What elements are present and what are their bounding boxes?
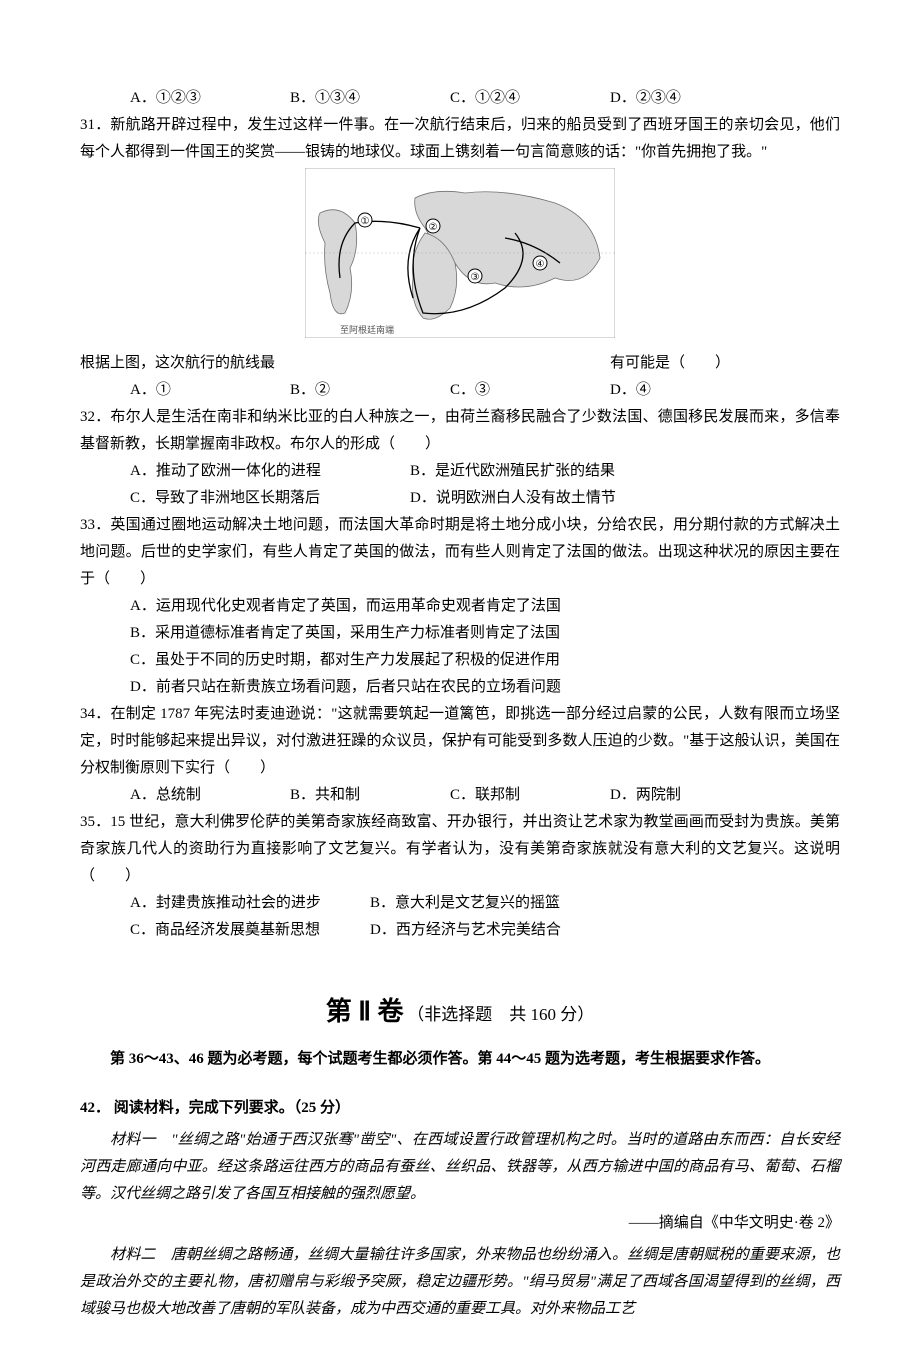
q34-opt-d: D．两院制: [610, 782, 770, 809]
q32-options: A．推动了欧洲一体化的进程 B．是近代欧洲殖民扩张的结果 C．导致了非洲地区长期…: [80, 458, 840, 512]
svg-text:③: ③: [471, 272, 480, 283]
q34-opt-b: B．共和制: [290, 782, 450, 809]
q32-opt-b: B．是近代欧洲殖民扩张的结果: [410, 458, 615, 485]
q33-opt-a: A．运用现代化史观者肯定了英国，而运用革命史观者肯定了法国: [130, 593, 840, 620]
q32-opt-d: D．说明欧洲白人没有故土情节: [410, 485, 616, 512]
q42-cite1: ——摘编自《中华文明史·卷 2》: [80, 1210, 840, 1237]
svg-text:④: ④: [536, 259, 545, 270]
q32-stem: 32．布尔人是生活在南非和纳米比亚的白人种族之一，由荷兰裔移民融合了少数法国、德…: [80, 404, 840, 458]
q31-opt-d: D．④: [610, 377, 770, 404]
q33-opt-d: D．前者只站在新贵族立场看问题，后者只站在农民的立场看问题: [130, 674, 840, 701]
q32-opt-c: C．导致了非洲地区长期落后: [130, 485, 410, 512]
q35-opt-d: D．西方经济与艺术完美结合: [370, 917, 561, 944]
q34-options: A．总统制 B．共和制 C．联邦制 D．两院制: [80, 782, 840, 809]
q31-opt-c: C．③: [450, 377, 610, 404]
q31-stem: 31．新航路开辟过程中，发生过这样一件事。在一次航行结束后，归来的船员受到了西班…: [80, 112, 840, 166]
q42-material2: 材料二 唐朝丝绸之路畅通，丝绸大量输往许多国家，外来物品也纷纷涌入。丝绸是唐朝赋…: [80, 1242, 840, 1323]
q31-opt-b: B．②: [290, 377, 450, 404]
q30-opt-a: A．①②③: [130, 85, 290, 112]
svg-text:②: ②: [429, 222, 438, 233]
q42-head: 42． 阅读材料，完成下列要求。（25 分）: [80, 1095, 840, 1122]
q30-opt-d: D．②③④: [610, 85, 770, 112]
q35-opt-b: B．意大利是文艺复兴的摇篮: [370, 890, 560, 917]
section2-instruction: 第 36～43、46 题为必考题，每个试题考生都必须作答。第 44～45 题为选…: [80, 1046, 840, 1073]
q31-subline: 根据上图，这次航行的航线最 有可能是（ ）: [80, 350, 840, 377]
q31-sub-left: 根据上图，这次航行的航线最: [80, 350, 275, 377]
q34-opt-a: A．总统制: [130, 782, 290, 809]
q32-opt-a: A．推动了欧洲一体化的进程: [130, 458, 410, 485]
q35-stem: 35．15 世纪，意大利佛罗伦萨的美第奇家族经商致富、开办银行，并出资让艺术家为…: [80, 809, 840, 890]
q33-stem: 33．英国通过圈地运动解决土地问题，而法国大革命时期是将土地分成小块，分给农民，…: [80, 512, 840, 593]
q33-opt-c: C．虽处于不同的历史时期，都对生产力发展起了积极的促进作用: [130, 647, 840, 674]
q30-opt-c: C．①②④: [450, 85, 610, 112]
svg-text:①: ①: [361, 216, 370, 227]
q33-options: A．运用现代化史观者肯定了英国，而运用革命史观者肯定了法国 B．采用道德标准者肯…: [80, 593, 840, 701]
section2-main: 第 Ⅱ 卷: [326, 997, 404, 1026]
section2-title: 第 Ⅱ 卷 （非选择题 共 160 分）: [80, 989, 840, 1036]
q35-opt-c: C．商品经济发展奠基新思想: [130, 917, 370, 944]
section2-sub: （非选择题 共 160 分）: [407, 1005, 594, 1024]
q31-options: A．① B．② C．③ D．④: [80, 377, 840, 404]
q35-options: A．封建贵族推动社会的进步 B．意大利是文艺复兴的摇篮 C．商品经济发展奠基新思…: [80, 890, 840, 944]
q35-opt-a: A．封建贵族推动社会的进步: [130, 890, 370, 917]
q31-sub-right: 有可能是（ ）: [610, 350, 840, 377]
q30-opt-b: B．①③④: [290, 85, 450, 112]
q34-stem: 34．在制定 1787 年宪法时麦迪逊说："这就需要筑起一道篱笆，即挑选一部分经…: [80, 701, 840, 782]
q34-opt-c: C．联邦制: [450, 782, 610, 809]
q30-options: A．①②③ B．①③④ C．①②④ D．②③④: [80, 85, 840, 112]
q31-map: ① ② ③ ④ 至阿根廷南端: [80, 168, 840, 348]
q33-opt-b: B．采用道德标准者肯定了英国，采用生产力标准者则肯定了法国: [130, 620, 840, 647]
q31-opt-a: A．①: [130, 377, 290, 404]
q42-material1: 材料一 "丝绸之路"始通于西汉张骞"凿空"、在西域设置行政管理机构之时。当时的道…: [80, 1127, 840, 1208]
svg-text:至阿根廷南端: 至阿根廷南端: [340, 324, 394, 335]
world-map-icon: ① ② ③ ④ 至阿根廷南端: [305, 168, 615, 338]
